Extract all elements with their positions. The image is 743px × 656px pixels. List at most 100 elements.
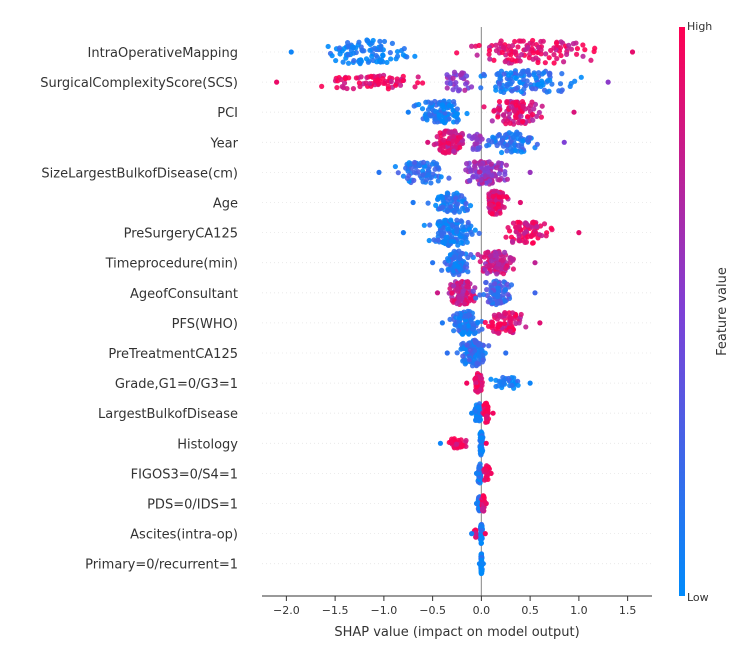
- shap-point: [532, 260, 538, 266]
- shap-point: [429, 161, 435, 167]
- shap-point: [576, 230, 582, 236]
- feature-label: Histology: [177, 437, 238, 452]
- shap-point: [437, 130, 443, 136]
- shap-point: [434, 290, 441, 296]
- shap-point: [319, 83, 325, 89]
- colorbar-low-label: Low: [687, 591, 709, 604]
- shap-point: [483, 440, 489, 446]
- shap-point: [497, 40, 503, 47]
- shap-point: [400, 77, 406, 84]
- shap-point: [412, 53, 418, 59]
- shap-point: [449, 234, 455, 240]
- feature-points-row: [437, 429, 489, 458]
- shap-point: [520, 119, 526, 125]
- shap-point: [431, 141, 437, 148]
- shap-point: [451, 99, 457, 105]
- shap-point: [496, 160, 502, 166]
- shap-point: [505, 375, 512, 382]
- shap-point: [448, 439, 455, 446]
- shap-point: [509, 382, 515, 388]
- shap-point: [574, 45, 581, 52]
- shap-point: [470, 146, 476, 152]
- shap-point: [523, 82, 529, 89]
- shap-point: [355, 58, 362, 65]
- shap-point: [484, 270, 490, 276]
- shap-point: [499, 49, 505, 55]
- shap-point: [488, 376, 494, 382]
- shap-point: [454, 119, 460, 125]
- shap-point: [483, 400, 489, 406]
- shap-point: [476, 169, 482, 175]
- shap-point: [480, 352, 486, 358]
- shap-point: [489, 172, 495, 178]
- shap-point: [469, 43, 475, 49]
- shap-point: [502, 309, 508, 316]
- shap-point: [534, 223, 540, 230]
- shap-point: [516, 233, 522, 239]
- shap-point: [465, 254, 471, 261]
- shap-point: [400, 173, 407, 179]
- shap-point: [449, 290, 455, 296]
- shap-point: [454, 300, 460, 307]
- shap-point: [523, 228, 530, 235]
- shap-point: [440, 204, 446, 210]
- shap-point: [467, 203, 474, 209]
- shap-point: [471, 347, 478, 354]
- shap-point: [385, 86, 391, 92]
- shap-point: [464, 110, 470, 117]
- shap-point: [412, 159, 418, 166]
- shap-point: [457, 323, 463, 329]
- shap-point: [444, 208, 451, 215]
- shap-point: [483, 500, 489, 507]
- shap-point: [471, 163, 478, 169]
- shap-point: [491, 57, 497, 63]
- shap-point: [448, 204, 454, 210]
- shap-point: [473, 384, 479, 390]
- shap-point: [546, 72, 552, 78]
- shap-point: [510, 220, 517, 226]
- shap-point: [288, 49, 294, 55]
- shap-point: [549, 81, 555, 87]
- shap-point: [425, 172, 431, 178]
- shap-point: [525, 67, 531, 74]
- shap-point: [499, 138, 505, 144]
- shap-point: [425, 200, 431, 206]
- shap-point: [482, 531, 488, 537]
- shap-point: [438, 174, 444, 180]
- shap-point: [432, 116, 438, 122]
- shap-point: [454, 50, 460, 56]
- shap-point: [415, 169, 421, 175]
- feature-points-row: [473, 493, 489, 514]
- shap-point: [451, 254, 457, 260]
- shap-point: [474, 136, 480, 143]
- shap-point: [466, 133, 472, 139]
- shap-point: [494, 71, 500, 77]
- shap-point: [529, 111, 536, 118]
- shap-point: [446, 175, 452, 181]
- shap-point: [517, 58, 523, 64]
- shap-point: [446, 195, 453, 201]
- shap-point: [456, 209, 463, 215]
- shap-point: [467, 347, 473, 353]
- shap-point: [518, 71, 524, 77]
- shap-point: [478, 568, 484, 574]
- shap-point: [478, 535, 485, 541]
- shap-point: [490, 410, 496, 416]
- shap-point: [421, 222, 427, 228]
- shap-point: [451, 209, 458, 215]
- shap-point: [464, 207, 470, 213]
- shap-point: [493, 165, 499, 171]
- shap-point: [515, 378, 521, 384]
- shap-point: [450, 87, 456, 93]
- shap-point: [459, 224, 466, 230]
- shap-point: [459, 205, 466, 211]
- shap-point: [367, 80, 373, 87]
- shap-point: [445, 140, 452, 146]
- shap-point: [451, 69, 458, 75]
- shap-point: [465, 323, 471, 329]
- shap-point: [455, 264, 461, 270]
- shap-point: [373, 52, 379, 59]
- shap-point: [401, 46, 407, 52]
- shap-point: [428, 100, 434, 106]
- shap-point: [484, 473, 490, 479]
